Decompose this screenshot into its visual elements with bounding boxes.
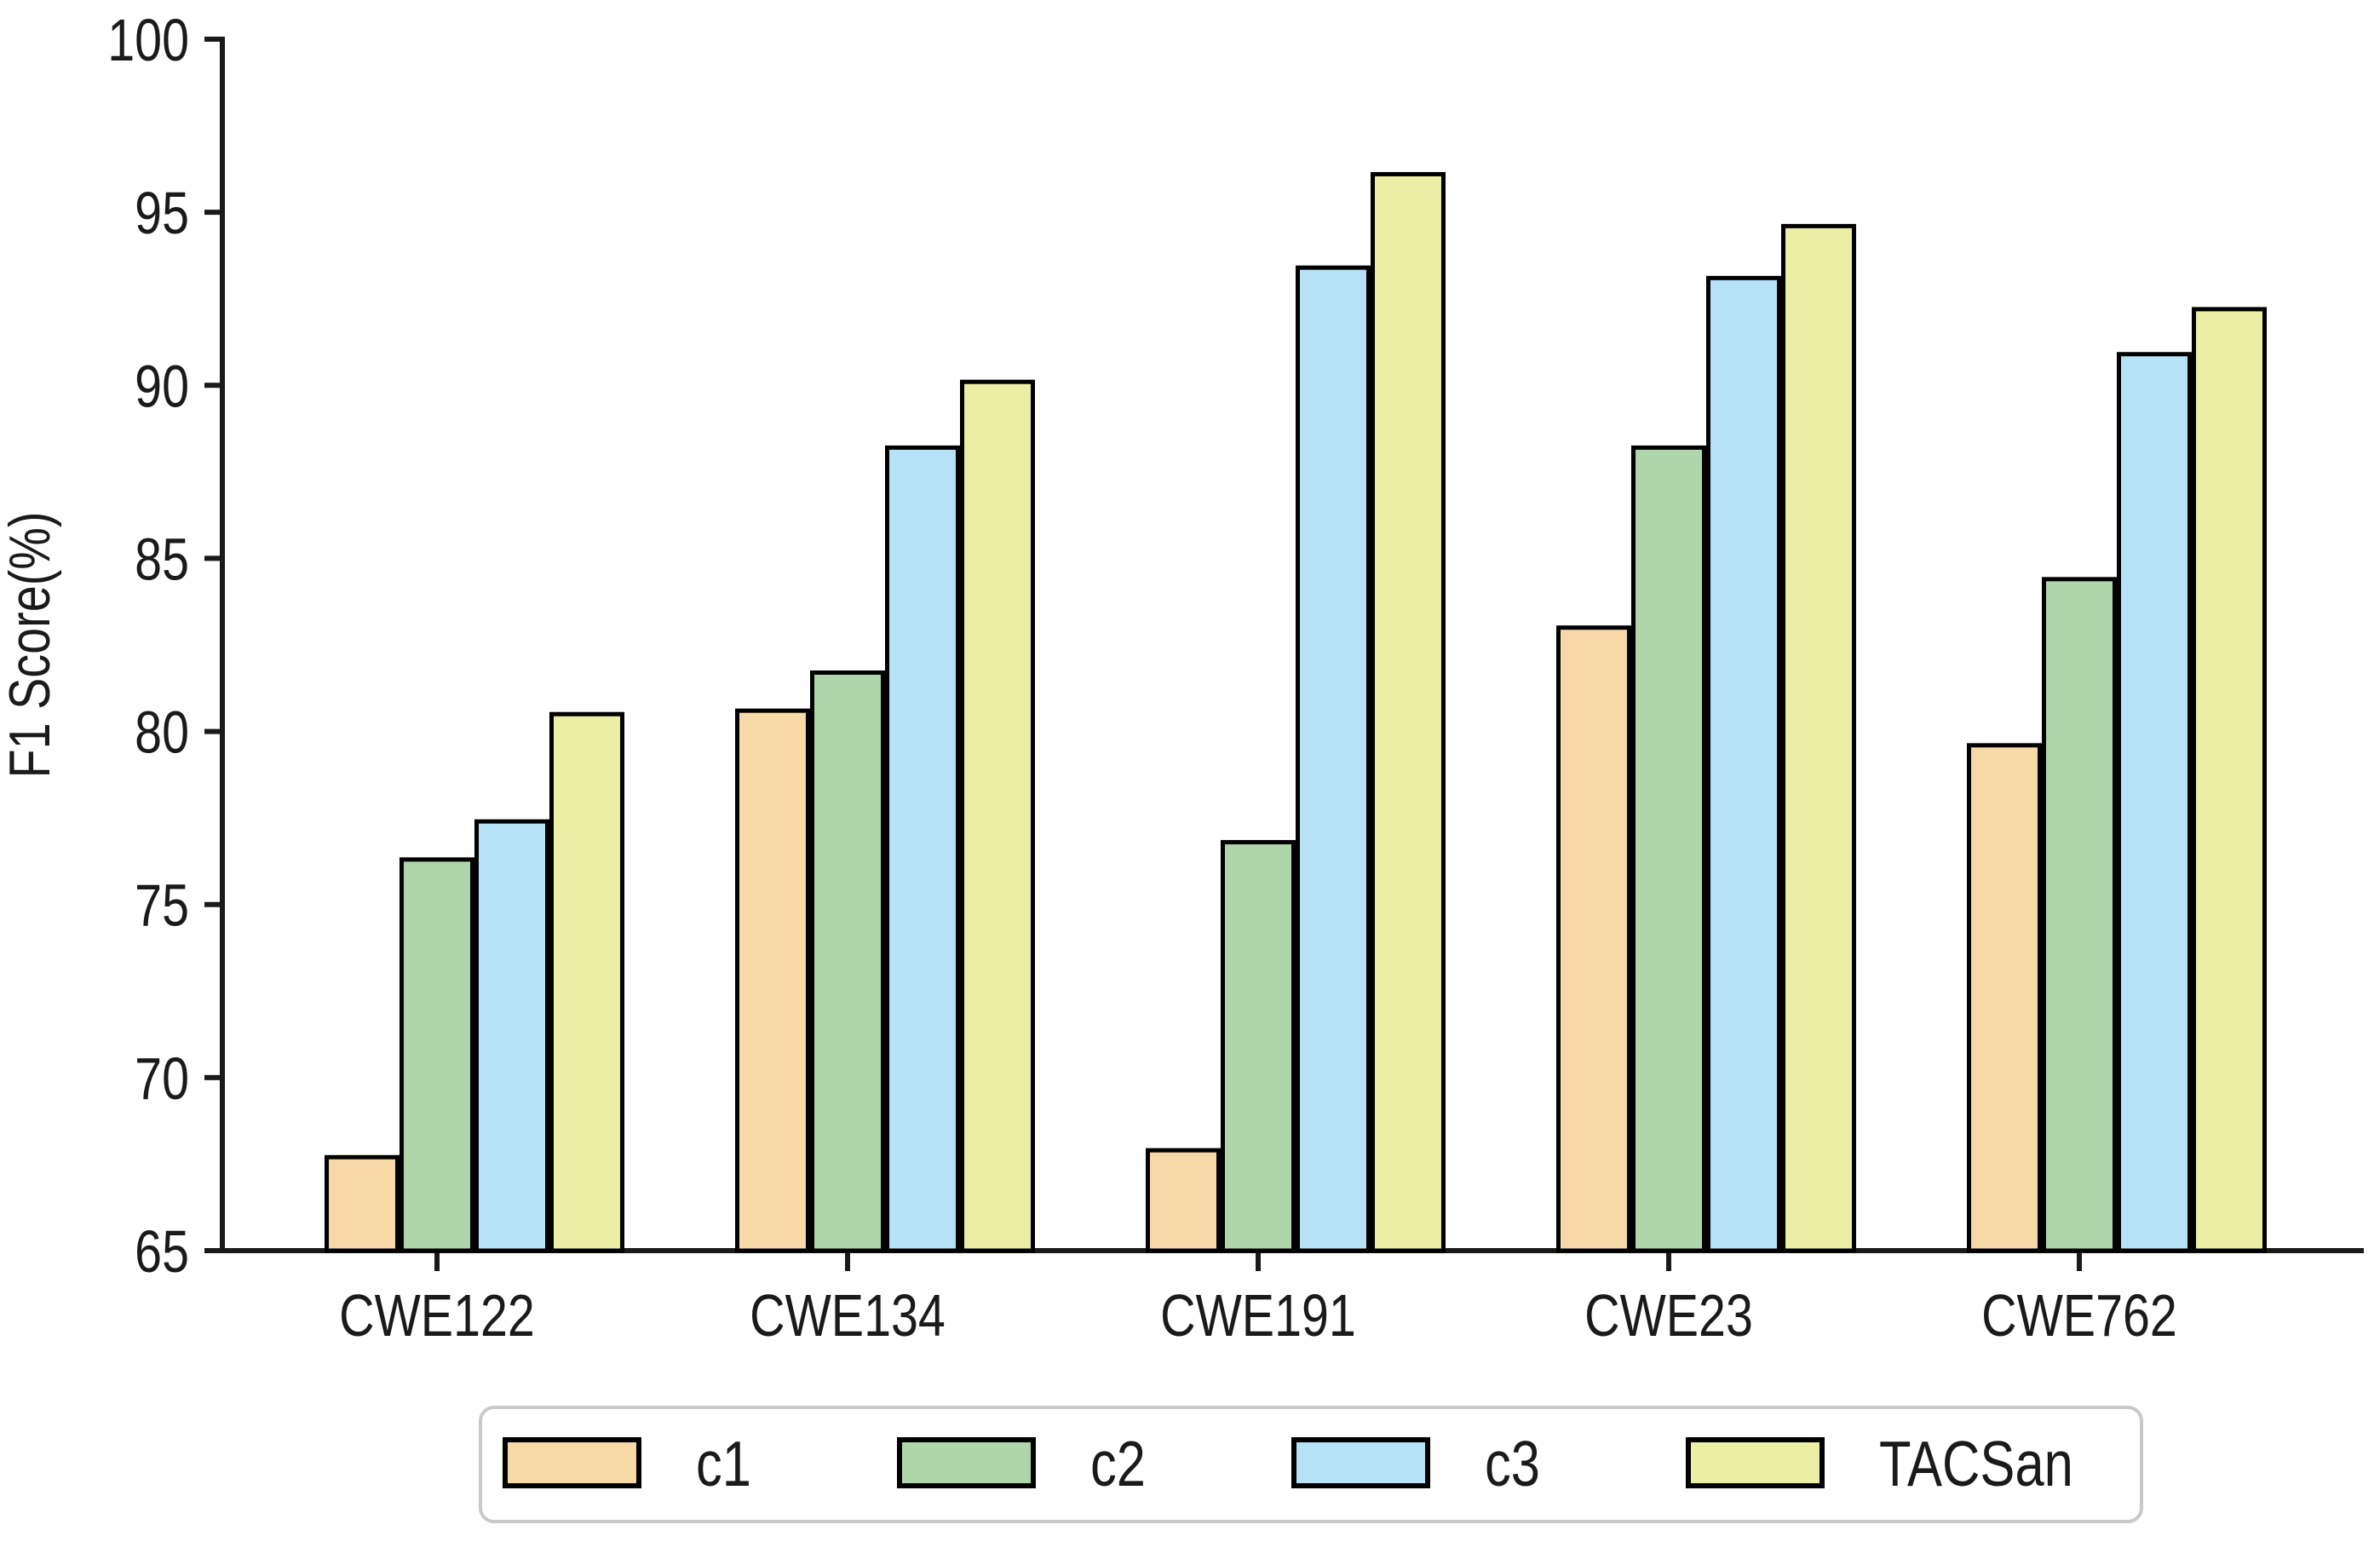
bar-c3-cwe134 [885,445,960,1253]
bar-c2-cwe191 [1221,840,1296,1253]
bar-c2-cwe134 [810,670,885,1253]
legend-label-tacsan: TACSan [1879,1428,2073,1499]
bar-c3-cwe762 [2117,352,2192,1253]
bar-c2-cwe122 [400,857,474,1253]
legend-label-c2: c2 [1090,1428,1146,1499]
bar-tacsan-cwe762 [2192,307,2267,1253]
legend-swatch-tacsan [1686,1437,1825,1488]
y-tick-label-85: 85 [135,526,189,593]
bar-c2-cwe762 [2042,577,2117,1253]
bar-c1-cwe122 [325,1154,400,1253]
bar-c2-cwe23 [1631,445,1706,1253]
legend-label-c1: c1 [696,1428,751,1499]
x-tick-label-cwe23: CWE23 [1584,1282,1753,1349]
y-axis-title: F1 Score(%) [0,512,62,779]
bar-c1-cwe191 [1146,1148,1221,1253]
bar-c1-cwe134 [735,708,810,1253]
legend-swatch-c3 [1291,1437,1430,1488]
bar-tacsan-cwe122 [549,711,624,1253]
x-tick-label-cwe762: CWE762 [1981,1282,2177,1349]
bar-c3-cwe23 [1706,275,1781,1253]
bar-c3-cwe122 [474,819,549,1253]
legend-swatch-c2 [897,1437,1036,1488]
y-tick-label-65: 65 [135,1218,189,1286]
bar-c1-cwe762 [1967,743,2042,1253]
bar-tacsan-cwe23 [1781,223,1856,1253]
y-tick-label-75: 75 [135,872,189,939]
y-tick-label-80: 80 [135,699,189,766]
y-tick-label-70: 70 [135,1044,189,1112]
y-tick-label-100: 100 [107,7,189,74]
bar-c1-cwe23 [1556,625,1631,1253]
bar-c3-cwe191 [1296,265,1371,1253]
x-tick-label-cwe122: CWE122 [339,1282,535,1349]
legend-label-c3: c3 [1485,1428,1540,1499]
x-tick-label-cwe191: CWE191 [1160,1282,1356,1349]
x-tick-label-cwe134: CWE134 [750,1282,946,1349]
y-tick-label-90: 90 [135,353,189,420]
y-tick-label-95: 95 [135,180,189,247]
legend-swatch-c1 [503,1437,641,1488]
bar-tacsan-cwe134 [960,379,1035,1253]
bar-tacsan-cwe191 [1371,171,1446,1253]
